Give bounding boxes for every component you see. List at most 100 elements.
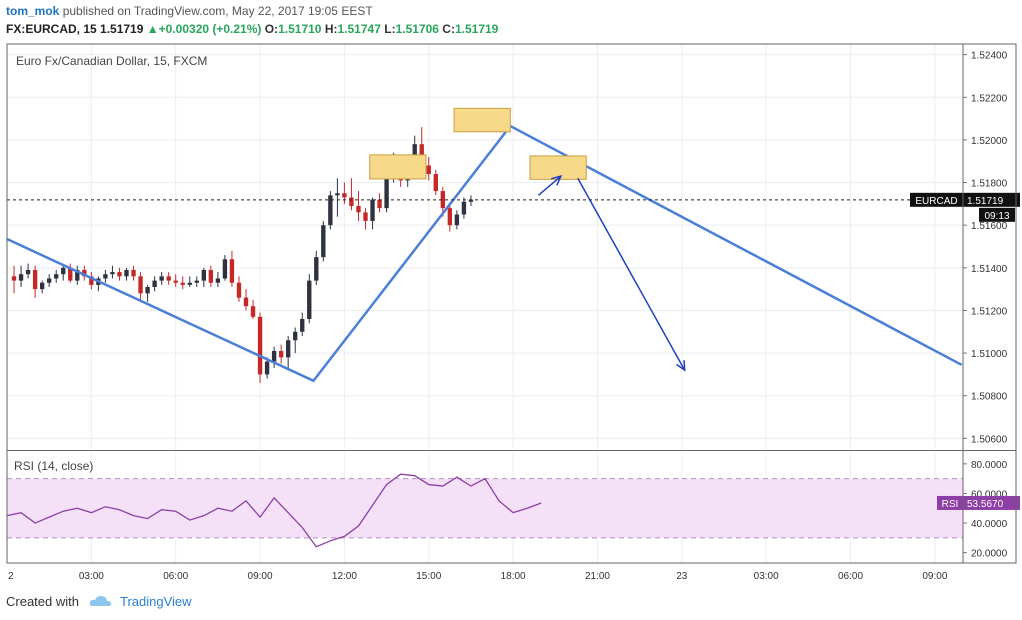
candle-body — [103, 274, 108, 279]
publish-text: published on TradingView.com, May 22, 20… — [62, 4, 373, 18]
candle-body — [250, 306, 256, 317]
author-link[interactable]: tom_mok — [6, 4, 60, 18]
candle-body — [215, 278, 221, 283]
change-up-icon: ▲ — [146, 22, 159, 36]
close-label: C: — [442, 22, 455, 36]
candle-body — [363, 212, 368, 221]
candle-body — [166, 276, 171, 281]
candle-body — [25, 269, 31, 275]
chart-area[interactable]: 1.52400 1.52200 1.52000 1.51800 1.51600 1.514… — [0, 0, 1022, 590]
arrow-head-icon — [676, 360, 686, 372]
tradingview-cloud-icon — [89, 594, 113, 611]
low-value: 1.51706 — [395, 22, 439, 36]
symbol-label: FX:EURCAD, 15 — [6, 22, 97, 36]
candle-body — [152, 280, 157, 287]
created-with-label: Created with — [6, 594, 79, 609]
candle-body — [208, 269, 214, 283]
candle-body — [356, 206, 361, 213]
candle-body — [300, 318, 305, 332]
rsi-tick-label: 20.0000 — [971, 549, 1008, 560]
candle-body — [145, 287, 150, 294]
candle-body — [39, 282, 45, 290]
symbol-badge-bg — [910, 192, 963, 207]
candle-body — [377, 199, 382, 209]
footer: Created with TradingView — [6, 594, 192, 611]
last-price-label: 1.51719 — [967, 196, 1004, 207]
candle-body — [138, 276, 143, 294]
tradingview-link[interactable]: TradingView — [120, 594, 192, 609]
candle-body — [447, 208, 453, 226]
price-pane — [7, 44, 963, 449]
quote-line: FX:EURCAD, 15 1.51719 ▲+0.00320 (+0.21%)… — [6, 22, 498, 36]
candle-body — [285, 340, 291, 358]
time-tick-label: 03:00 — [79, 571, 104, 582]
price-tick-label: 1.51000 — [971, 349, 1008, 360]
symbol-badge: EURCAD — [915, 196, 957, 207]
open-value: 1.51710 — [278, 22, 322, 36]
candle-body — [433, 174, 438, 192]
candle-body — [384, 178, 389, 209]
close-value: 1.51719 — [454, 22, 499, 36]
rsi-value-label: 53.5670 — [967, 499, 1004, 510]
resistance-box — [453, 107, 511, 133]
rsi-band — [7, 478, 963, 538]
arrow-head-icon — [551, 175, 563, 186]
candle-body — [75, 269, 80, 281]
trendline — [6, 124, 963, 383]
candle-body — [426, 165, 431, 175]
candle-body — [32, 269, 38, 290]
chart-title: Euro Fx/Canadian Dollar, 15, FXCM — [16, 54, 207, 68]
time-tick-label: 18:00 — [501, 571, 526, 582]
rsi-tick-label: 60.0000 — [971, 489, 1008, 500]
time-tick-label: 12:00 — [332, 571, 357, 582]
candle-body — [257, 316, 263, 375]
candle-body — [335, 193, 340, 196]
candle-body — [11, 276, 17, 281]
candle-body — [18, 274, 24, 281]
price-tick-label: 1.52000 — [971, 136, 1008, 147]
candle-body — [370, 199, 375, 221]
arrow-shaft — [537, 175, 562, 196]
candle-body — [271, 350, 277, 362]
rsi-value-bg — [963, 495, 1020, 510]
publish-info: tom_mok published on TradingView.com, Ma… — [6, 4, 373, 18]
candle-body — [461, 201, 467, 215]
candle-body — [187, 282, 192, 285]
time-tick-label: 09:00 — [922, 571, 947, 582]
candle-body — [321, 225, 326, 258]
candle-body — [173, 280, 178, 283]
time-tick-label: 09:00 — [248, 571, 273, 582]
candle-body — [159, 276, 164, 281]
resistance-box — [369, 154, 427, 180]
candle-body — [180, 282, 185, 285]
candle-body — [46, 278, 52, 283]
candle-body — [194, 280, 199, 283]
time-tick-label: 06:00 — [163, 571, 188, 582]
resistance-box — [529, 155, 587, 180]
time-tick-label: 21:00 — [585, 571, 610, 582]
rsi-badge-bg — [937, 495, 963, 510]
candle-body — [61, 267, 66, 275]
price-tick-label: 1.51200 — [971, 306, 1008, 317]
rsi-line — [6, 473, 542, 548]
candle-body — [243, 297, 249, 307]
rsi-title: RSI (14, close) — [14, 459, 93, 473]
arrow-shaft — [577, 177, 686, 371]
time-tick-label: 15:00 — [416, 571, 441, 582]
chart-frame — [6, 43, 1017, 564]
candle-body — [236, 282, 242, 298]
change-value: +0.00320 (+0.21%) — [158, 22, 262, 36]
candle-body — [342, 193, 347, 198]
candle-body — [110, 272, 115, 275]
countdown-label: 09:13 — [984, 211, 1009, 222]
candle-body — [440, 191, 446, 209]
price-tick-label: 1.50800 — [971, 392, 1008, 403]
candle-body — [307, 280, 312, 319]
candle-body — [117, 272, 122, 277]
time-edge-label: 2 — [8, 571, 14, 582]
price-tick-label: 1.51600 — [971, 221, 1008, 232]
last-price-bg — [963, 192, 1020, 207]
candle-body — [54, 274, 59, 279]
rsi-tick-label: 80.0000 — [971, 460, 1008, 471]
time-tick-label: 23 — [676, 571, 688, 582]
